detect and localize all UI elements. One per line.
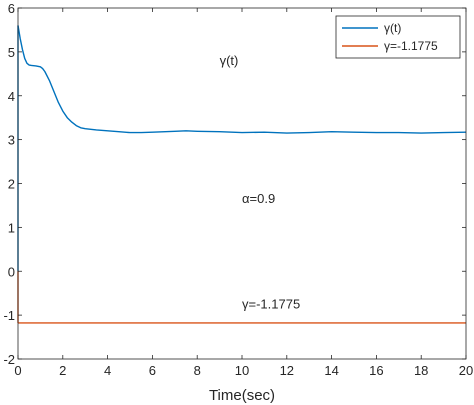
x-tick-label: 2 <box>59 363 66 378</box>
x-tick-label: 12 <box>280 363 294 378</box>
x-tick-label: 10 <box>235 363 249 378</box>
x-tick-label: 8 <box>194 363 201 378</box>
legend-label-2: γ=-1.1775 <box>384 39 438 53</box>
y-tick-label: 6 <box>8 1 15 16</box>
x-tick-label: 18 <box>414 363 428 378</box>
series-line-1 <box>17 25 467 134</box>
y-tick-label: 0 <box>8 264 15 279</box>
y-tick-label: 2 <box>8 177 15 192</box>
y-tick-label: 4 <box>8 89 15 104</box>
x-tick-label: 0 <box>14 363 21 378</box>
x-axis-label: Time(sec) <box>209 387 275 404</box>
x-tick-label: 6 <box>149 363 156 378</box>
y-tick-label: 3 <box>8 133 15 148</box>
annotations-layer: γ(t) α=0.9 γ=-1.1775 <box>220 53 301 312</box>
legend-box <box>335 15 461 59</box>
x-tick-label: 4 <box>104 363 111 378</box>
plot-area <box>18 8 466 359</box>
x-tick-label: 16 <box>369 363 383 378</box>
plot-background <box>18 8 466 359</box>
annotation-2: α=0.9 <box>242 191 275 206</box>
x-tick-label: 14 <box>324 363 338 378</box>
legend-label-1: γ(t) <box>384 21 401 35</box>
y-tick-label: 5 <box>8 45 15 60</box>
annotation-1: γ(t) <box>220 53 239 68</box>
annotation-3: γ=-1.1775 <box>242 297 300 312</box>
y-tick-label: -1 <box>3 308 15 323</box>
y-tick-label: -2 <box>3 352 15 367</box>
y-tick-label: 1 <box>8 220 15 235</box>
x-tick-label: 20 <box>459 363 473 378</box>
legend: γ(t) γ=-1.1775 <box>335 15 461 59</box>
